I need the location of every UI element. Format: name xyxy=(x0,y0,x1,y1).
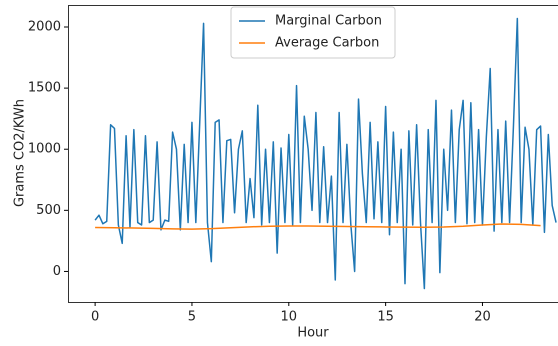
plot-frame xyxy=(68,5,558,303)
y-tick-label: 1000 xyxy=(28,142,61,157)
y-tick-label: 500 xyxy=(36,203,61,218)
x-tick-label: 5 xyxy=(188,310,196,325)
legend-box xyxy=(230,6,396,59)
x-axis-label: Hour xyxy=(297,326,329,341)
data-line xyxy=(95,223,541,230)
y-axis-label: Grams CO2/KWh xyxy=(13,99,28,207)
legend-label: Marginal Carbon xyxy=(275,14,382,29)
data-line xyxy=(94,17,557,290)
x-tick-label: 20 xyxy=(474,310,491,325)
y-tick-label: 1500 xyxy=(28,81,61,96)
legend-label: Average Carbon xyxy=(275,36,379,51)
x-tick-label: 10 xyxy=(281,310,298,325)
x-tick-label: 15 xyxy=(377,310,394,325)
plot-lines xyxy=(94,17,557,290)
x-tick-label: 0 xyxy=(91,310,99,325)
y-tick-label: 2000 xyxy=(28,20,61,35)
y-tick-label: 0 xyxy=(53,264,61,279)
